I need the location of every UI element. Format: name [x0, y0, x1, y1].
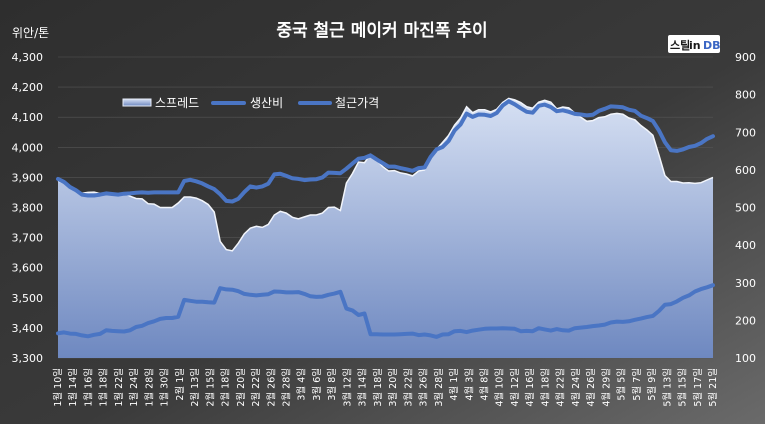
x-tick-label: 4월 3일 — [463, 368, 475, 401]
x-tick-label: 2월 20일 — [235, 368, 247, 407]
left-axis: 3,300 3,400 3,500 3,600 3,700 3,800 3,900 4,000… — [12, 51, 44, 365]
right-tick-label: 500 — [735, 202, 756, 215]
x-tick-label: 4월 29일 — [600, 368, 612, 407]
left-tick-label: 3,500 — [12, 292, 44, 305]
x-tick-label: 2월 18일 — [220, 368, 232, 407]
x-tick-label: 2월 22일 — [250, 368, 262, 407]
x-tick-label: 1월 18일 — [98, 368, 110, 407]
legend-label-spread: 스프레드 — [155, 96, 199, 110]
chart-title: 중국 철근 메이커 마진폭 추이 — [276, 21, 487, 41]
brand-logo: 스틸 in DB — [668, 35, 721, 53]
x-tick-label: 4월 24일 — [570, 368, 582, 407]
left-tick-label: 4,200 — [12, 81, 44, 94]
left-tick-label: 4,000 — [12, 141, 44, 154]
right-tick-label: 700 — [735, 126, 756, 139]
x-tick-label: 3월 20일 — [387, 368, 399, 407]
x-tick-label: 4월 12일 — [509, 368, 521, 407]
x-tick-label: 5월 5일 — [616, 368, 628, 401]
x-tick-label: 1월 14일 — [67, 368, 79, 407]
x-tick-label: 5월 21일 — [707, 368, 719, 407]
x-tick-label: 4월 8일 — [479, 368, 491, 401]
left-axis-unit-label: 위안/톤 — [12, 26, 49, 40]
x-tick-label: 4월 10일 — [494, 368, 506, 407]
left-tick-label: 3,400 — [12, 322, 44, 335]
x-tick-label: 3월 8일 — [326, 368, 338, 401]
x-tick-label: 3월 18일 — [372, 368, 384, 407]
x-tick-label: 5월 13일 — [661, 368, 673, 407]
x-tick-label: 3월 6일 — [311, 368, 323, 401]
x-tick-label: 2월 26일 — [265, 368, 277, 407]
x-tick-label: 4월 1일 — [448, 368, 460, 401]
cost-line — [56, 283, 715, 339]
x-tick-label: 5월 17일 — [692, 368, 704, 407]
x-tick-label: 3월 26일 — [418, 368, 430, 407]
x-tick-label: 1월 10일 — [52, 368, 64, 407]
left-tick-label: 3,300 — [12, 352, 44, 365]
left-tick-label: 4,300 — [12, 51, 44, 64]
left-tick-label: 3,900 — [12, 171, 44, 184]
x-tick-label: 3월 4일 — [296, 368, 308, 401]
brand-text-mid: in — [689, 39, 701, 52]
right-tick-label: 100 — [735, 352, 756, 365]
spread-area-edge — [57, 97, 714, 252]
price-line — [56, 99, 715, 204]
right-tick-label: 900 — [735, 51, 756, 64]
x-tick-label: 2월 13일 — [189, 368, 201, 407]
right-tick-label: 600 — [735, 164, 756, 177]
spread-area — [58, 98, 713, 359]
spread-area-layer — [57, 97, 714, 359]
legend: 스프레드 생산비 철근가격 — [122, 96, 379, 110]
legend-label-cost: 생산비 — [250, 96, 283, 110]
x-tick-label: 2월 1일 — [174, 368, 186, 401]
x-tick-label: 3월 28일 — [433, 368, 445, 407]
x-tick-label: 1월 30일 — [159, 368, 171, 407]
x-tick-label: 1월 16일 — [82, 368, 94, 407]
x-tick-label: 1월 24일 — [128, 368, 140, 407]
right-tick-label: 200 — [735, 314, 756, 327]
legend-label-price: 철근가격 — [335, 96, 379, 110]
legend-swatch-spread — [122, 98, 152, 107]
brand-text-right: DB — [703, 39, 721, 52]
x-tick-label: 3월 14일 — [357, 368, 369, 407]
x-tick-label: 3월 12일 — [341, 368, 353, 407]
x-tick-label: 2월 15일 — [204, 368, 216, 407]
x-tick-label: 1월 22일 — [113, 368, 125, 407]
right-axis: 100 200 300 400 500 600 700 800 900 — [735, 51, 756, 365]
left-tick-label: 3,800 — [12, 202, 44, 215]
x-tick-label: 2월 28일 — [280, 368, 292, 407]
x-tick-label: 4월 16일 — [524, 368, 536, 407]
right-tick-label: 400 — [735, 239, 756, 252]
x-tick-label: 5월 9일 — [646, 368, 658, 401]
x-tick-label: 5월 15일 — [677, 368, 689, 407]
left-tick-label: 3,600 — [12, 262, 44, 275]
x-tick-label: 1월 28일 — [143, 368, 155, 407]
right-tick-label: 300 — [735, 277, 756, 290]
x-tick-label: 4월 22일 — [555, 368, 567, 407]
x-axis: 1월 10일 1월 14일 1월 16일 1월 18일 1월 22일 1월 24일 1월 2… — [52, 368, 719, 407]
lines-layer — [56, 99, 715, 339]
x-tick-label: 4월 18일 — [539, 368, 551, 407]
right-tick-label: 800 — [735, 89, 756, 102]
brand-text-left: 스틸 — [670, 39, 690, 52]
x-tick-label: 4월 26일 — [585, 368, 597, 407]
left-tick-label: 4,100 — [12, 111, 44, 124]
x-tick-label: 5월 7일 — [631, 368, 643, 401]
x-tick-label: 3월 22일 — [402, 368, 414, 407]
left-tick-label: 3,700 — [12, 232, 44, 245]
